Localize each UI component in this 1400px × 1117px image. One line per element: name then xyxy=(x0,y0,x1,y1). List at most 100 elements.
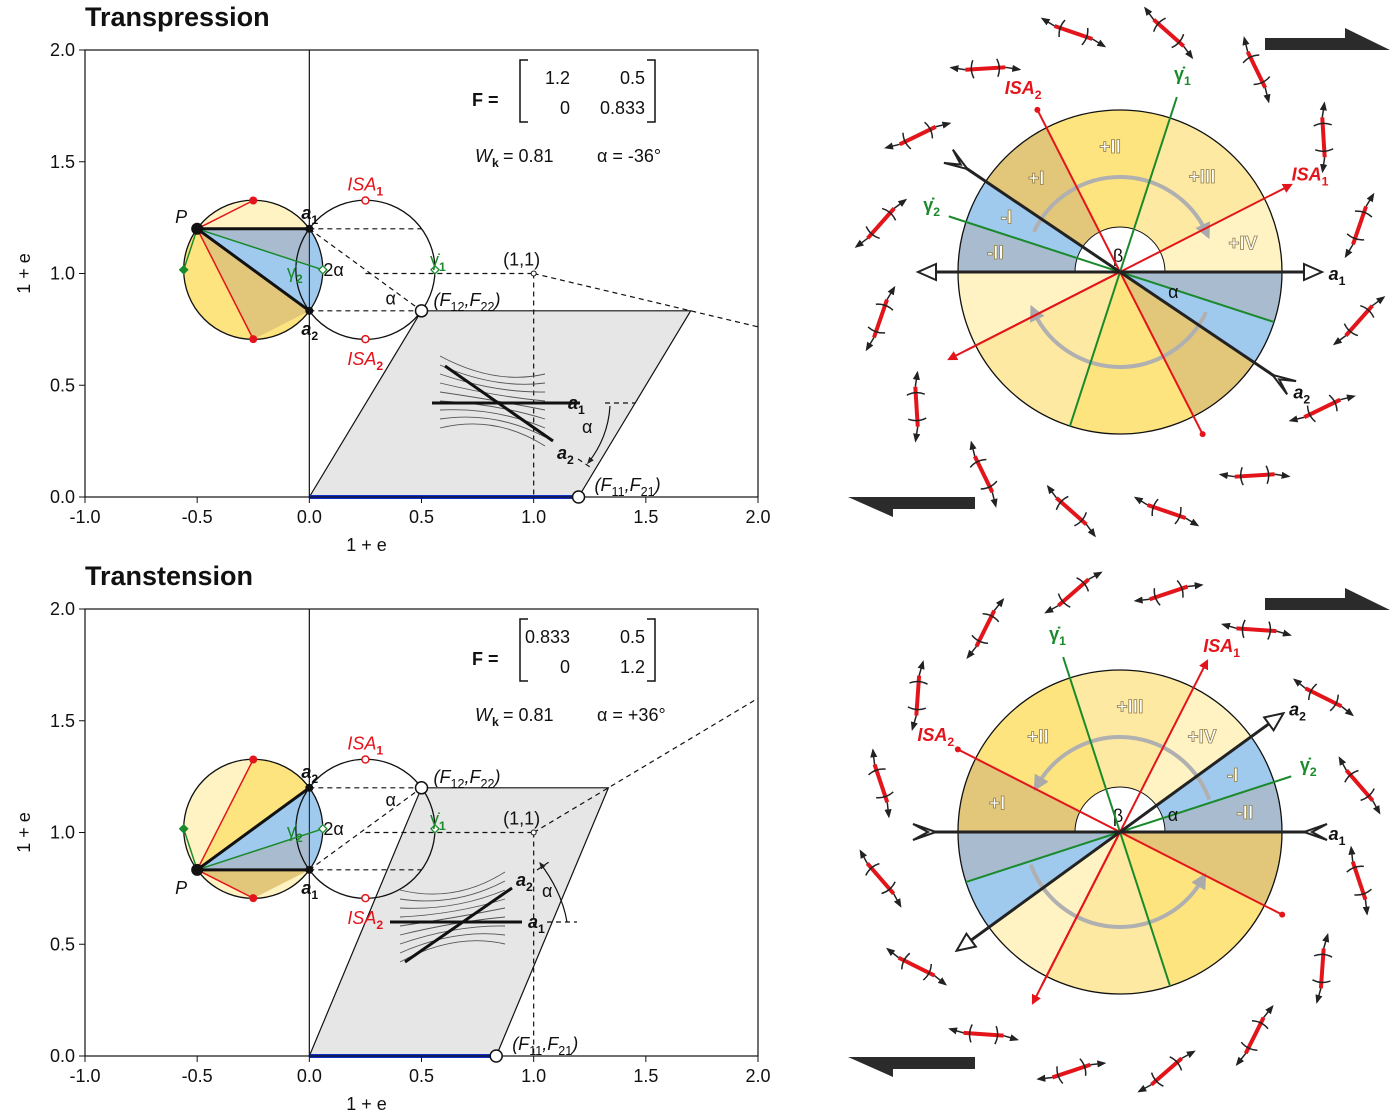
gamma-line xyxy=(196,828,324,871)
sector-label: +IV xyxy=(1228,234,1257,255)
strain-marker xyxy=(859,849,902,908)
unit-point xyxy=(530,270,537,277)
isa2-end xyxy=(1199,431,1206,438)
marker-arrow xyxy=(1218,472,1235,480)
marker-arrow xyxy=(910,715,918,731)
strain-marker xyxy=(1036,1058,1107,1084)
x-tick-label: 0.0 xyxy=(297,507,322,527)
isa2-label: ISA2 xyxy=(347,349,383,373)
f12-point xyxy=(414,781,429,795)
marker-arrow xyxy=(949,65,966,73)
marker-bracket xyxy=(1312,953,1333,984)
strain-marker xyxy=(1346,845,1372,916)
pole-label: P xyxy=(175,878,187,898)
strain-marker xyxy=(1046,484,1096,538)
a2-label: a2 xyxy=(516,870,533,894)
two-alpha-label: 2α xyxy=(323,260,343,280)
gamma-point xyxy=(317,823,328,834)
fabric-curve xyxy=(439,409,546,429)
sector-label: +III xyxy=(1116,697,1143,718)
marker-arrow xyxy=(1371,800,1381,815)
matrix-label: F = xyxy=(472,90,499,110)
strain-marker xyxy=(865,285,896,352)
f11-label-part: ,F xyxy=(542,1034,559,1054)
marker-arrow xyxy=(1332,335,1347,346)
matrix-entry: 1.2 xyxy=(620,657,645,677)
gamma1-label-sub: 1 xyxy=(439,819,446,833)
y-tick-label: 2.0 xyxy=(50,599,75,619)
gamma2-label: γ̇2 xyxy=(287,821,303,845)
wk-symbol: Wk xyxy=(475,705,499,729)
gamma1-line xyxy=(1068,96,1178,427)
marker-arrow xyxy=(1242,36,1250,52)
isa2-label: ISA2 xyxy=(917,725,954,749)
marker-bracket xyxy=(907,680,928,711)
a2-label-sub: 2 xyxy=(311,329,318,343)
strain-marker xyxy=(907,660,928,731)
sector-label: +I xyxy=(989,794,1005,815)
f11-label-part: (F xyxy=(512,1034,530,1054)
a2-axis xyxy=(444,364,554,443)
fill-tan xyxy=(197,228,310,340)
isa-point xyxy=(361,893,370,903)
marker-bracket xyxy=(1057,577,1090,608)
gamma1-label: γ̇1 xyxy=(430,250,446,274)
marker-bracket xyxy=(1346,210,1373,241)
marker-arrow xyxy=(933,975,948,986)
isa-point xyxy=(361,196,370,205)
marker-bracket xyxy=(969,458,998,490)
marker-arrow xyxy=(1183,45,1194,60)
marker-arrow xyxy=(1044,604,1059,614)
a1-label-base: a xyxy=(568,393,578,413)
bracket xyxy=(647,618,656,682)
a2-axis-tail xyxy=(943,149,970,171)
strain-marker xyxy=(1288,394,1356,423)
isa2-label-base: ISA xyxy=(1005,78,1035,98)
wk-value: = 0.81 xyxy=(503,705,554,725)
a2-label-base: a xyxy=(301,319,311,339)
a2-label: a2 xyxy=(557,443,574,467)
marker-bracket xyxy=(901,952,933,981)
marker-arrow xyxy=(886,947,900,959)
x-tick-label: 1.0 xyxy=(521,507,546,527)
strain-marker xyxy=(1040,17,1107,48)
alpha-label: α xyxy=(386,289,396,309)
a1-axis-head xyxy=(915,262,937,282)
sector-label: +I xyxy=(1028,168,1044,189)
marker-bracket xyxy=(1240,1019,1269,1051)
strain-marker xyxy=(1144,6,1194,60)
marker-arrow xyxy=(1091,38,1107,48)
a2-axis xyxy=(404,886,513,964)
alpha-value: α = +36° xyxy=(597,705,666,725)
isa2-label: ISA2 xyxy=(1005,78,1042,102)
sector xyxy=(1120,832,1265,987)
eigen-line xyxy=(533,697,759,834)
marker-bracket xyxy=(1153,580,1184,606)
marker-arrow xyxy=(1085,523,1096,538)
isa1-label-sub: 1 xyxy=(376,185,383,199)
a1-label-sub: 1 xyxy=(578,403,585,417)
strain-marker xyxy=(1338,756,1381,815)
isa1-label-base: ISA xyxy=(347,175,376,195)
alpha-value: α = -36° xyxy=(597,146,661,166)
a2-label-sub: 2 xyxy=(1299,709,1306,723)
gamma1-label-sub: 1 xyxy=(439,260,446,274)
isa-point xyxy=(361,755,370,764)
strain-marker xyxy=(1218,465,1291,486)
marker-arrow xyxy=(966,645,977,660)
isa2-end xyxy=(1279,911,1286,918)
fabric-curve xyxy=(439,416,546,438)
alpha-label: α xyxy=(582,417,592,437)
f11-point xyxy=(489,1049,503,1063)
marker-arrow xyxy=(969,440,977,457)
f11-label-part: ) xyxy=(653,475,661,495)
sector-label: -II xyxy=(1236,803,1253,824)
marker-arrow xyxy=(886,285,896,301)
marker-arrow xyxy=(1292,678,1307,689)
a2-label-sub: 2 xyxy=(311,772,318,786)
gamma1-label-sub: 1 xyxy=(1059,634,1066,648)
gamma-line xyxy=(196,228,324,271)
sector xyxy=(985,127,1120,272)
isa1-label: ISA1 xyxy=(347,734,383,758)
